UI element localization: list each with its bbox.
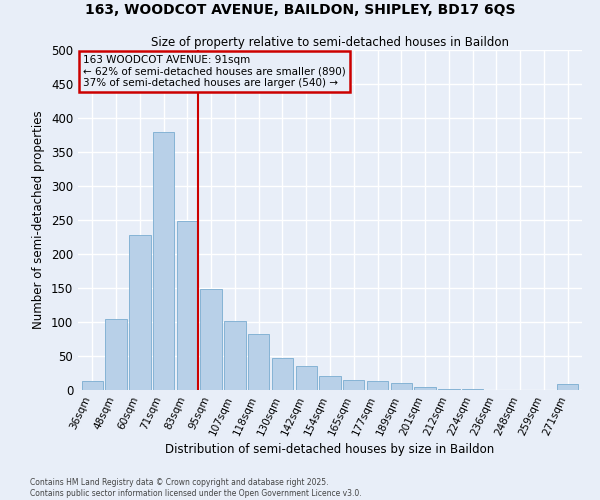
Bar [200, 290, 222, 390]
Text: 163 WOODCOT AVENUE: 91sqm
← 62% of semi-detached houses are smaller (890)
37% of: 163 WOODCOT AVENUE: 91sqm ← 62% of semi-… [83, 55, 346, 88]
Bar [272, 358, 293, 390]
Bar [82, 381, 103, 390]
Bar [176, 222, 198, 390]
Y-axis label: Number of semi-detached properties: Number of semi-detached properties [32, 110, 46, 330]
Bar [106, 318, 127, 390]
Text: Contains HM Land Registry data © Crown copyright and database right 2025.
Contai: Contains HM Land Registry data © Crown c… [30, 478, 362, 498]
Bar [224, 322, 245, 390]
Bar [248, 334, 269, 390]
Bar [415, 388, 436, 390]
Bar [153, 132, 174, 390]
Bar [557, 384, 578, 390]
Title: Size of property relative to semi-detached houses in Baildon: Size of property relative to semi-detach… [151, 36, 509, 49]
Text: 163, WOODCOT AVENUE, BAILDON, SHIPLEY, BD17 6QS: 163, WOODCOT AVENUE, BAILDON, SHIPLEY, B… [85, 2, 515, 16]
Bar [343, 380, 364, 390]
Bar [438, 388, 460, 390]
X-axis label: Distribution of semi-detached houses by size in Baildon: Distribution of semi-detached houses by … [166, 443, 494, 456]
Bar [319, 376, 341, 390]
Bar [129, 235, 151, 390]
Bar [296, 366, 317, 390]
Bar [391, 382, 412, 390]
Bar [367, 381, 388, 390]
